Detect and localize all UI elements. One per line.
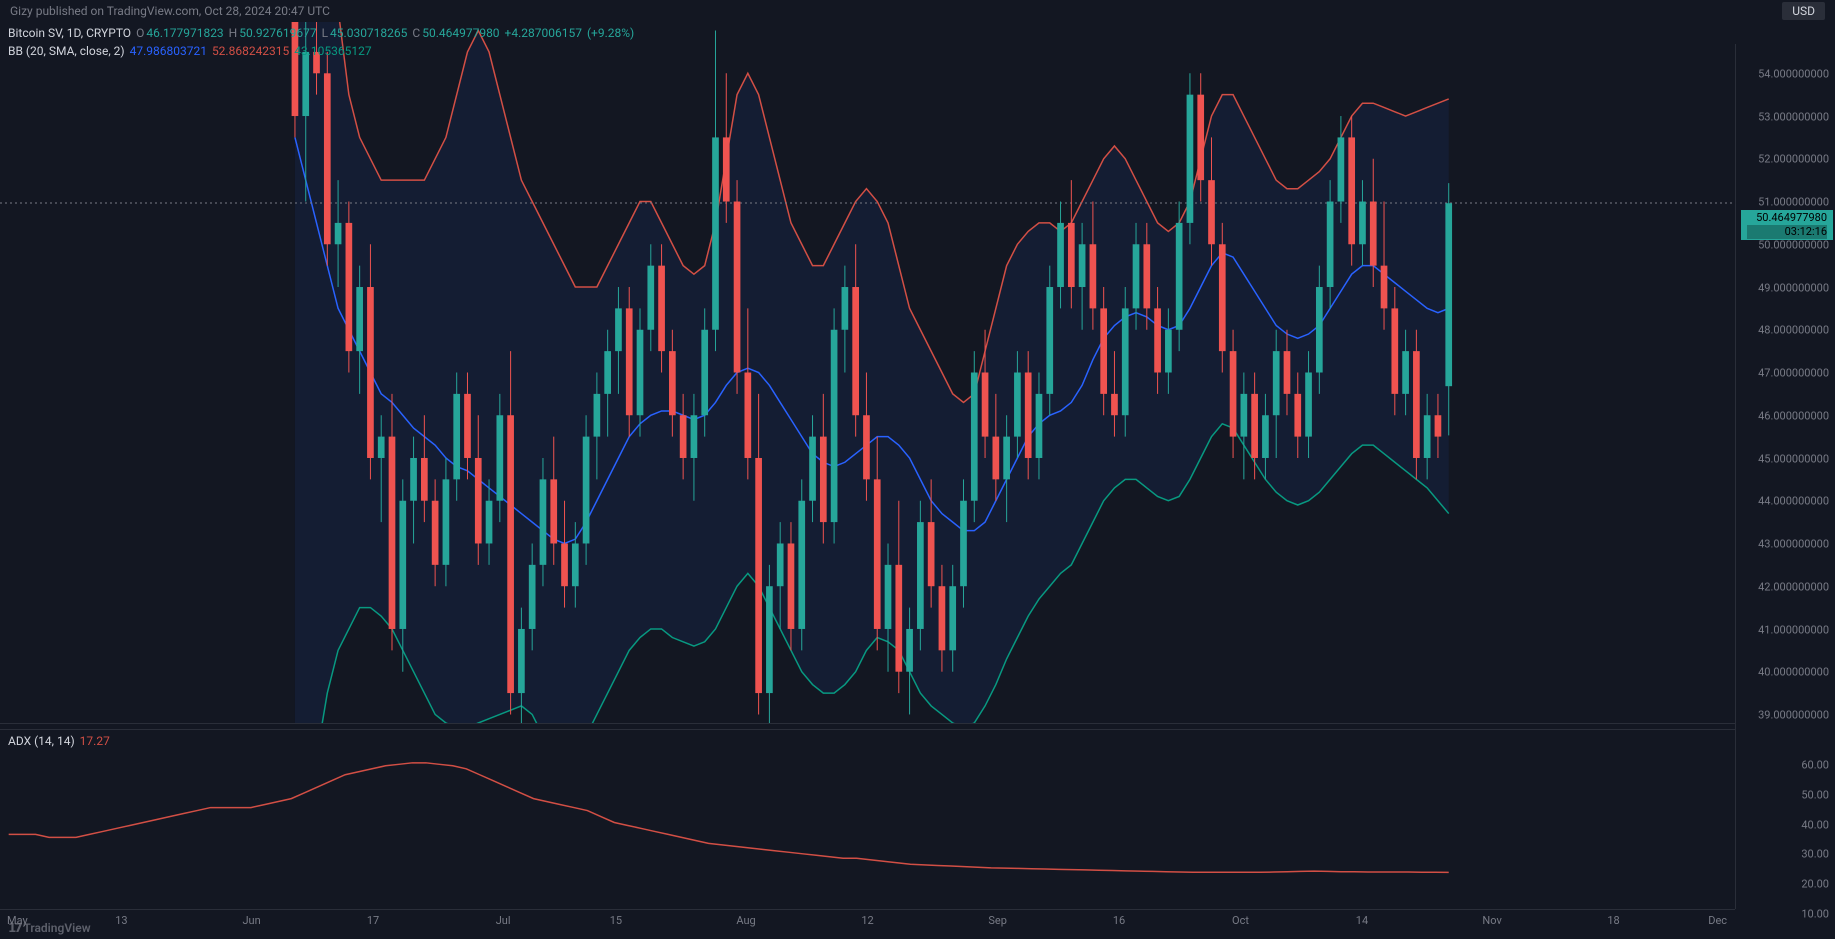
adx-tick: 10.00 — [1801, 908, 1829, 921]
adx-tick: 50.00 — [1801, 788, 1829, 801]
time-tick: 14 — [1356, 914, 1368, 927]
time-tick: Jul — [496, 914, 511, 927]
time-axis[interactable]: 𝟭𝟳 TradingView May13Jun17Jul15Aug12Sep16… — [0, 909, 1735, 939]
time-tick: Nov — [1482, 914, 1501, 927]
price-chart-panel[interactable]: Bitcoin SV, 1D, CRYPTO O46.177971823 H50… — [0, 22, 1735, 724]
time-tick: Jun — [242, 914, 260, 927]
adx-tick: 40.00 — [1801, 818, 1829, 831]
price-tick: 51.000000000 — [1758, 196, 1829, 209]
top-bar: Gizy published on TradingView.com, Oct 2… — [0, 0, 1835, 22]
price-tick: 41.000000000 — [1758, 623, 1829, 636]
price-tick: 50.000000000 — [1758, 238, 1829, 251]
price-tick: 43.000000000 — [1758, 538, 1829, 551]
price-tick: 53.000000000 — [1758, 110, 1829, 123]
time-tick: 15 — [610, 914, 622, 927]
time-tick: Aug — [736, 914, 755, 927]
price-tick: 39.000000000 — [1758, 709, 1829, 722]
currency-badge[interactable]: USD — [1782, 2, 1825, 20]
symbol-info: Bitcoin SV, 1D, CRYPTO O46.177971823 H50… — [8, 26, 636, 40]
time-tick: 12 — [861, 914, 873, 927]
adx-info: ADX (14, 14) 17.27 — [8, 734, 112, 748]
price-tick: 49.000000000 — [1758, 281, 1829, 294]
time-tick: 13 — [115, 914, 127, 927]
price-axis[interactable]: 39.000000000 40.000000000 41.000000000 42.0… — [1735, 44, 1835, 909]
adx-tick: 60.00 — [1801, 758, 1829, 771]
price-tick: 52.000000000 — [1758, 153, 1829, 166]
adx-tick: 30.00 — [1801, 848, 1829, 861]
price-tick: 46.000000000 — [1758, 409, 1829, 422]
price-tick: 47.000000000 — [1758, 367, 1829, 380]
time-tick: Oct — [1232, 914, 1249, 927]
price-tick: 40.000000000 — [1758, 666, 1829, 679]
time-tick: May — [7, 914, 28, 927]
time-tick: 18 — [1607, 914, 1619, 927]
time-tick: Dec — [1708, 914, 1727, 927]
time-tick: 16 — [1113, 914, 1125, 927]
price-tick: 48.000000000 — [1758, 324, 1829, 337]
time-tick: 17 — [367, 914, 379, 927]
bb-info: BB (20, SMA, close, 2) 47.986803721 52.8… — [8, 44, 374, 58]
price-tick: 54.000000000 — [1758, 67, 1829, 80]
price-tick: 45.000000000 — [1758, 452, 1829, 465]
price-tick: 44.000000000 — [1758, 495, 1829, 508]
time-tick: Sep — [988, 914, 1007, 927]
current-price-tag: 50.46497798003:12:16 — [1741, 210, 1833, 240]
price-tick: 42.000000000 — [1758, 580, 1829, 593]
publish-info: Gizy published on TradingView.com, Oct 2… — [10, 4, 330, 18]
adx-panel[interactable]: ADX (14, 14) 17.27 — [0, 729, 1735, 909]
adx-tick: 20.00 — [1801, 878, 1829, 891]
